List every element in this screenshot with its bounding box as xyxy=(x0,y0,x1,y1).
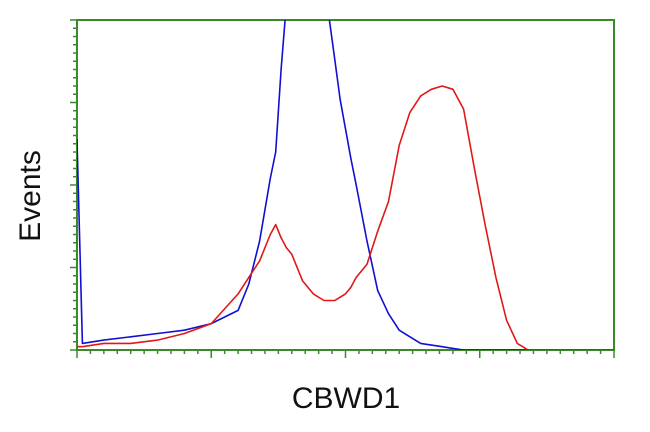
plot-frame xyxy=(76,19,615,351)
series-line xyxy=(77,85,614,350)
y-axis-label: Events xyxy=(14,150,47,242)
series-line xyxy=(77,20,614,350)
plot-area xyxy=(77,20,614,350)
x-axis-label: CBWD1 xyxy=(292,382,400,415)
axis-ticks xyxy=(70,19,615,358)
